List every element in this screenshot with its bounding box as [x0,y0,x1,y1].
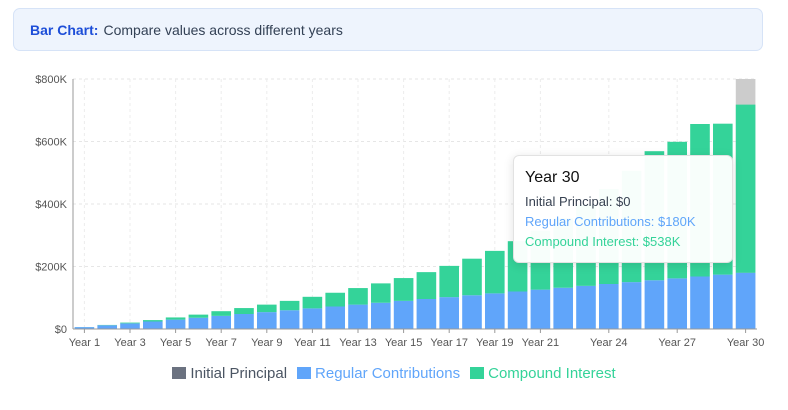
x-tick-label: Year 17 [430,337,468,349]
bar-compound-interest-17 [439,265,460,298]
bar-compound-interest-8 [234,308,254,314]
x-tick-label: Year 9 [251,337,282,349]
info-banner: Bar Chart: Compare values across differe… [13,8,763,51]
tooltip-row-compound-interest: Compound Interest: $538K [525,234,681,249]
bar-regular-contributions-18 [462,295,482,329]
x-tick-label: Year 1 [69,337,100,349]
chart-legend: Initial Principal Regular Contributions … [0,362,788,384]
bar-regular-contributions-14 [370,302,391,329]
bar-regular-contributions-21 [530,289,551,329]
x-tick-label: Year 30 [727,337,765,349]
bar-regular-contributions-26 [644,280,665,329]
bar-compound-interest-4 [142,320,163,322]
bar-regular-contributions-15 [393,300,414,329]
legend-swatch-initial-principal [172,367,187,379]
x-tick-label: Year 24 [590,337,628,349]
bar-compound-interest-6 [188,314,209,318]
bar-regular-contributions-10 [279,310,300,329]
tooltip-row-regular-contributions: Regular Contributions: $180K [525,214,696,229]
bar-compound-interest-9 [256,304,277,313]
bar-regular-contributions-6 [188,317,209,329]
bar-regular-contributions-20 [507,291,528,329]
bar-compound-interest-13 [348,288,368,305]
bar-regular-contributions-13 [348,304,368,329]
bar-regular-contributions-12 [325,306,346,329]
chart-tooltip: Year 30 Initial Principal: $0 Regular Co… [513,155,733,263]
bar-regular-contributions-28 [690,276,710,329]
y-tick-label: $400K [35,199,67,211]
bar-regular-contributions-5 [165,319,186,329]
bar-regular-contributions-17 [439,297,460,329]
y-tick-label: $600K [35,137,67,149]
bar-regular-contributions-8 [234,314,254,329]
bar-regular-contributions-27 [667,278,688,329]
banner-text: Compare values across different years [103,21,343,38]
bar-regular-contributions-24 [598,284,619,329]
bar-compound-interest-30 [735,104,756,273]
bar-compound-interest-10 [279,300,300,311]
bar-compound-interest-3 [120,322,140,324]
legend-item-initial-principal[interactable]: Initial Principal [172,365,287,382]
x-tick-label: Year 7 [205,337,236,349]
bar-compound-interest-18 [462,258,482,296]
x-tick-label: Year 5 [160,337,191,349]
x-tick-label: Year 11 [294,337,331,349]
bar-regular-contributions-3 [120,323,140,329]
bar-compound-interest-14 [370,283,391,303]
bar-regular-contributions-22 [553,287,574,329]
y-tick-label: $200K [35,262,67,274]
bar-regular-contributions-9 [256,312,277,329]
bar-regular-contributions-23 [576,285,596,329]
x-tick-label: Year 19 [476,337,514,349]
x-tick-label: Year 27 [658,337,696,349]
bar-regular-contributions-2 [97,325,118,329]
y-tick-label: $0 [55,324,67,336]
bar-regular-contributions-16 [416,299,437,329]
legend-label-compound-interest: Compound Interest [488,364,616,382]
bar-regular-contributions-1 [74,327,95,329]
bar-regular-contributions-11 [302,308,323,329]
legend-item-regular-contributions[interactable]: Regular Contributions [297,365,460,382]
x-tick-label: Year 15 [385,337,423,349]
tooltip-title: Year 30 [525,169,580,186]
legend-item-compound-interest[interactable]: Compound Interest [470,365,616,382]
bar-compound-interest-19 [484,250,505,294]
bar-compound-interest-11 [302,296,323,309]
bar-regular-contributions-19 [484,293,505,329]
legend-swatch-regular-contributions [297,367,312,379]
x-tick-label: Year 3 [114,337,145,349]
y-tick-label: $800K [35,74,67,86]
legend-label-regular-contributions: Regular Contributions [315,364,461,382]
bar-compound-interest-15 [393,278,414,301]
legend-label-initial-principal: Initial Principal [190,364,288,382]
tooltip-row-initial-principal: Initial Principal: $0 [525,194,631,209]
bar-regular-contributions-25 [621,282,642,329]
bar-compound-interest-16 [416,272,437,299]
bar-compound-interest-5 [165,317,186,320]
bar-regular-contributions-29 [712,274,733,329]
bar-regular-contributions-30 [735,272,756,329]
x-tick-label: Year 13 [339,337,377,349]
legend-swatch-compound-interest [470,367,485,379]
bar-regular-contributions-7 [211,315,232,329]
bar-compound-interest-12 [325,292,346,307]
bar-regular-contributions-4 [142,321,163,329]
x-tick-label: Year 21 [522,337,560,349]
bar-compound-interest-7 [211,311,232,316]
banner-lead: Bar Chart: [30,21,99,38]
